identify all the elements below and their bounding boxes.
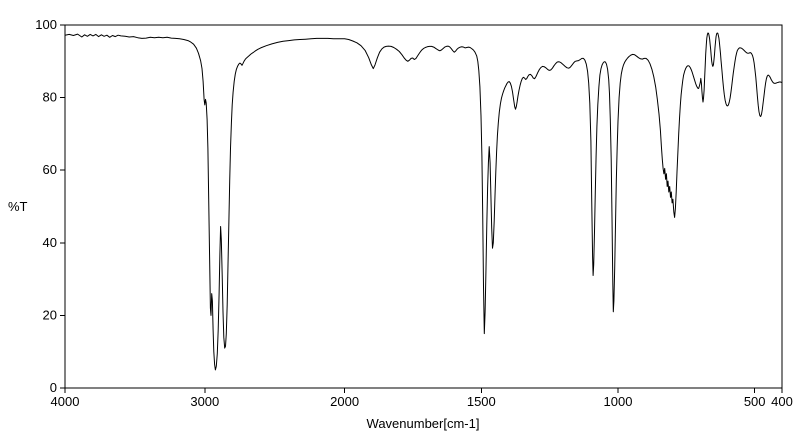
- plot-border: [64, 24, 783, 389]
- y-tick-label: 20: [43, 307, 57, 322]
- y-tick-label: 0: [50, 380, 57, 395]
- x-tick-label: 1000: [604, 394, 633, 409]
- y-tick-label: 100: [35, 17, 57, 32]
- x-axis-title: Wavenumber[cm-1]: [367, 416, 480, 431]
- x-tick-label: 400: [771, 394, 793, 409]
- x-tick-label: 3000: [190, 394, 219, 409]
- x-tick-label: 4000: [51, 394, 80, 409]
- y-tick-label: 60: [43, 162, 57, 177]
- x-tick-label: 1500: [467, 394, 496, 409]
- y-tick-label: 40: [43, 235, 57, 250]
- spectrum-trace: [64, 32, 783, 371]
- x-tick-label: 2000: [330, 394, 359, 409]
- y-tick-label: 80: [43, 90, 57, 105]
- y-axis-title: %T: [8, 199, 28, 214]
- x-tick-label: 500: [744, 394, 766, 409]
